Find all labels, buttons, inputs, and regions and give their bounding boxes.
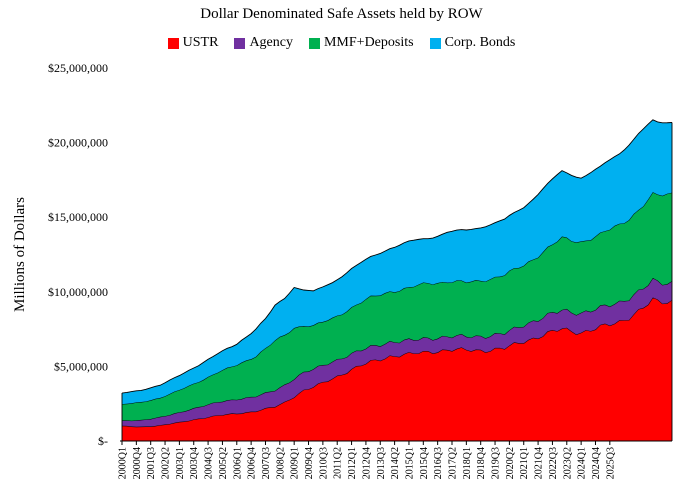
x-tick-label: 2024Q1: [577, 447, 588, 479]
x-tick-label: 2005Q2: [218, 447, 229, 479]
x-tick-label: 2011Q2: [333, 447, 344, 479]
legend-label-agency: Agency: [249, 35, 293, 50]
x-tick-label: 2008Q2: [275, 447, 286, 479]
x-tick-label: 2001Q3: [146, 447, 157, 479]
x-tick-label: 2003Q4: [189, 447, 200, 479]
x-tick-label: 2004Q3: [204, 447, 215, 479]
legend-item-ustr: USTR: [167, 35, 219, 51]
x-tick-label: 2009Q1: [290, 447, 301, 479]
x-tick-label: 2018Q4: [476, 447, 487, 479]
x-tick-label: 2022Q3: [548, 447, 559, 479]
area-mmf-deposits: [122, 192, 672, 421]
y-axis-label: Millions of Dollars: [12, 197, 28, 312]
legend-swatch-ustr: [167, 37, 179, 49]
y-tick-label: $10,000,000: [48, 285, 108, 299]
x-tick-label: 2016Q3: [433, 447, 444, 479]
x-tick-label: 2017Q2: [448, 447, 459, 479]
x-tick-label: 2018Q1: [462, 447, 473, 479]
legend-swatch-agency: [234, 37, 246, 49]
x-tick-label: 2012Q1: [347, 447, 358, 479]
stacked-areas: [121, 119, 673, 441]
area-corp-bonds: [122, 119, 672, 405]
x-tick-label: 2009Q4: [304, 447, 315, 479]
legend-swatch-corp-bonds: [429, 37, 441, 49]
x-tick-label: 2010Q3: [318, 447, 329, 479]
y-tick-label: $20,000,000: [48, 136, 108, 150]
legend-label-mmf-deposits: MMF+Deposits: [323, 35, 414, 50]
x-tick-label: 2002Q2: [161, 447, 172, 479]
x-tick-label: 2024Q4: [591, 447, 602, 479]
legend-label-corp-bonds: Corp. Bonds: [444, 35, 516, 50]
x-tick-label: 2020Q2: [505, 447, 516, 479]
legend-item-corp-bonds: Corp. Bonds: [429, 35, 516, 51]
area-ustr: [122, 297, 672, 441]
x-tick-label: 2003Q1: [175, 447, 186, 479]
x-tick-label: 2021Q4: [534, 447, 545, 479]
x-tick-label: 2013Q3: [376, 447, 387, 479]
x-tick-label: 2015Q1: [404, 447, 415, 479]
x-tick-label: 2015Q4: [419, 447, 430, 479]
x-tick-label: 2021Q1: [519, 447, 530, 479]
x-tick-label: 2023Q2: [562, 447, 573, 479]
y-tick-label: $5,000,000: [54, 359, 108, 373]
legend-swatch-mmf-deposits: [308, 37, 320, 49]
legend-item-mmf-deposits: MMF+Deposits: [308, 35, 414, 51]
area-agency: [122, 277, 672, 427]
x-tick-label: 2000Q4: [132, 447, 143, 479]
x-tick-label: 2025Q3: [605, 447, 616, 479]
x-tick-label: 2012Q4: [361, 447, 372, 479]
x-tick-label: 2000Q1: [118, 447, 129, 479]
legend: USTR Agency MMF+Deposits Corp. Bonds: [0, 35, 683, 51]
x-tick-label: 2014Q2: [390, 447, 401, 479]
area-outline-corp-bonds: [121, 119, 673, 394]
x-tick-label: 2019Q3: [491, 447, 502, 479]
legend-label-ustr: USTR: [182, 35, 219, 50]
x-tick-label: 2006Q1: [232, 447, 243, 479]
x-tick-label: 2006Q4: [247, 447, 258, 479]
chart-title: Dollar Denominated Safe Assets held by R…: [200, 6, 483, 22]
y-tick-label: $15,000,000: [48, 210, 108, 224]
legend-item-agency: Agency: [234, 35, 293, 51]
y-tick-label: $25,000,000: [48, 61, 108, 75]
y-tick-label: $-: [98, 434, 108, 448]
x-tick-label: 2007Q3: [261, 447, 272, 479]
